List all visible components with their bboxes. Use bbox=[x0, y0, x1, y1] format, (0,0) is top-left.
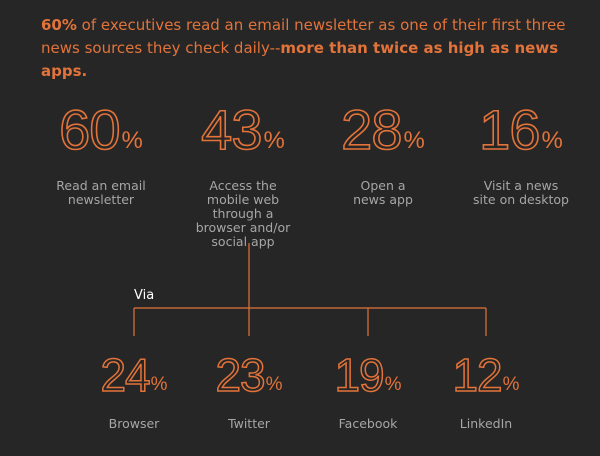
via-stat-unit: % bbox=[502, 374, 520, 395]
stat-mobile-web: 43% Access the mobile web through a brow… bbox=[178, 98, 308, 249]
stat-news-site-desktop: 16% Visit a news site on desktop bbox=[456, 98, 586, 207]
via-stat-value: 23% bbox=[215, 349, 283, 401]
via-stat-linkedin: 12% LinkedIn bbox=[436, 349, 536, 431]
via-stat-unit: % bbox=[265, 374, 283, 395]
stat-news-app: 28% Open a news app bbox=[318, 98, 448, 207]
headline: 60% of executives read an email newslett… bbox=[41, 14, 571, 83]
stat-label: Read an email newsletter bbox=[56, 178, 146, 207]
via-stat-label: Twitter bbox=[228, 416, 270, 431]
headline-text: of executives read an email newsletter a… bbox=[41, 16, 566, 57]
via-stat-unit: % bbox=[384, 374, 402, 395]
stat-value: 60% bbox=[58, 98, 143, 161]
stat-unit: % bbox=[541, 127, 563, 154]
via-stat-label: Facebook bbox=[338, 416, 398, 431]
stat-email-newsletter: 60% Read an email newsletter bbox=[36, 98, 166, 207]
stat-unit: % bbox=[263, 127, 285, 154]
headline-highlight-comparison: more than twice as high as news apps. bbox=[41, 39, 559, 80]
stat-unit: % bbox=[121, 127, 143, 154]
stat-value: 28% bbox=[340, 98, 425, 161]
stat-label: Open a news app bbox=[353, 178, 413, 207]
via-stat-value: 24% bbox=[100, 349, 168, 401]
via-stat-value: 19% bbox=[334, 349, 402, 401]
via-stat-label: Browser bbox=[108, 416, 160, 431]
headline-highlight-percent: 60% bbox=[41, 16, 77, 34]
via-stat-twitter: 23% Twitter bbox=[199, 349, 299, 431]
via-label: Via bbox=[134, 288, 155, 303]
via-stat-facebook: 19% Facebook bbox=[318, 349, 418, 431]
stat-value: 43% bbox=[200, 98, 285, 161]
via-stat-unit: % bbox=[150, 374, 168, 395]
via-stat-value: 12% bbox=[452, 349, 520, 401]
stat-label: Visit a news site on desktop bbox=[473, 178, 569, 207]
stat-label: Access the mobile web through a browser … bbox=[195, 178, 291, 249]
via-stat-browser: 24% Browser bbox=[84, 349, 184, 431]
stat-unit: % bbox=[403, 127, 425, 154]
via-stat-label: LinkedIn bbox=[459, 416, 513, 431]
stat-value: 16% bbox=[478, 98, 563, 161]
